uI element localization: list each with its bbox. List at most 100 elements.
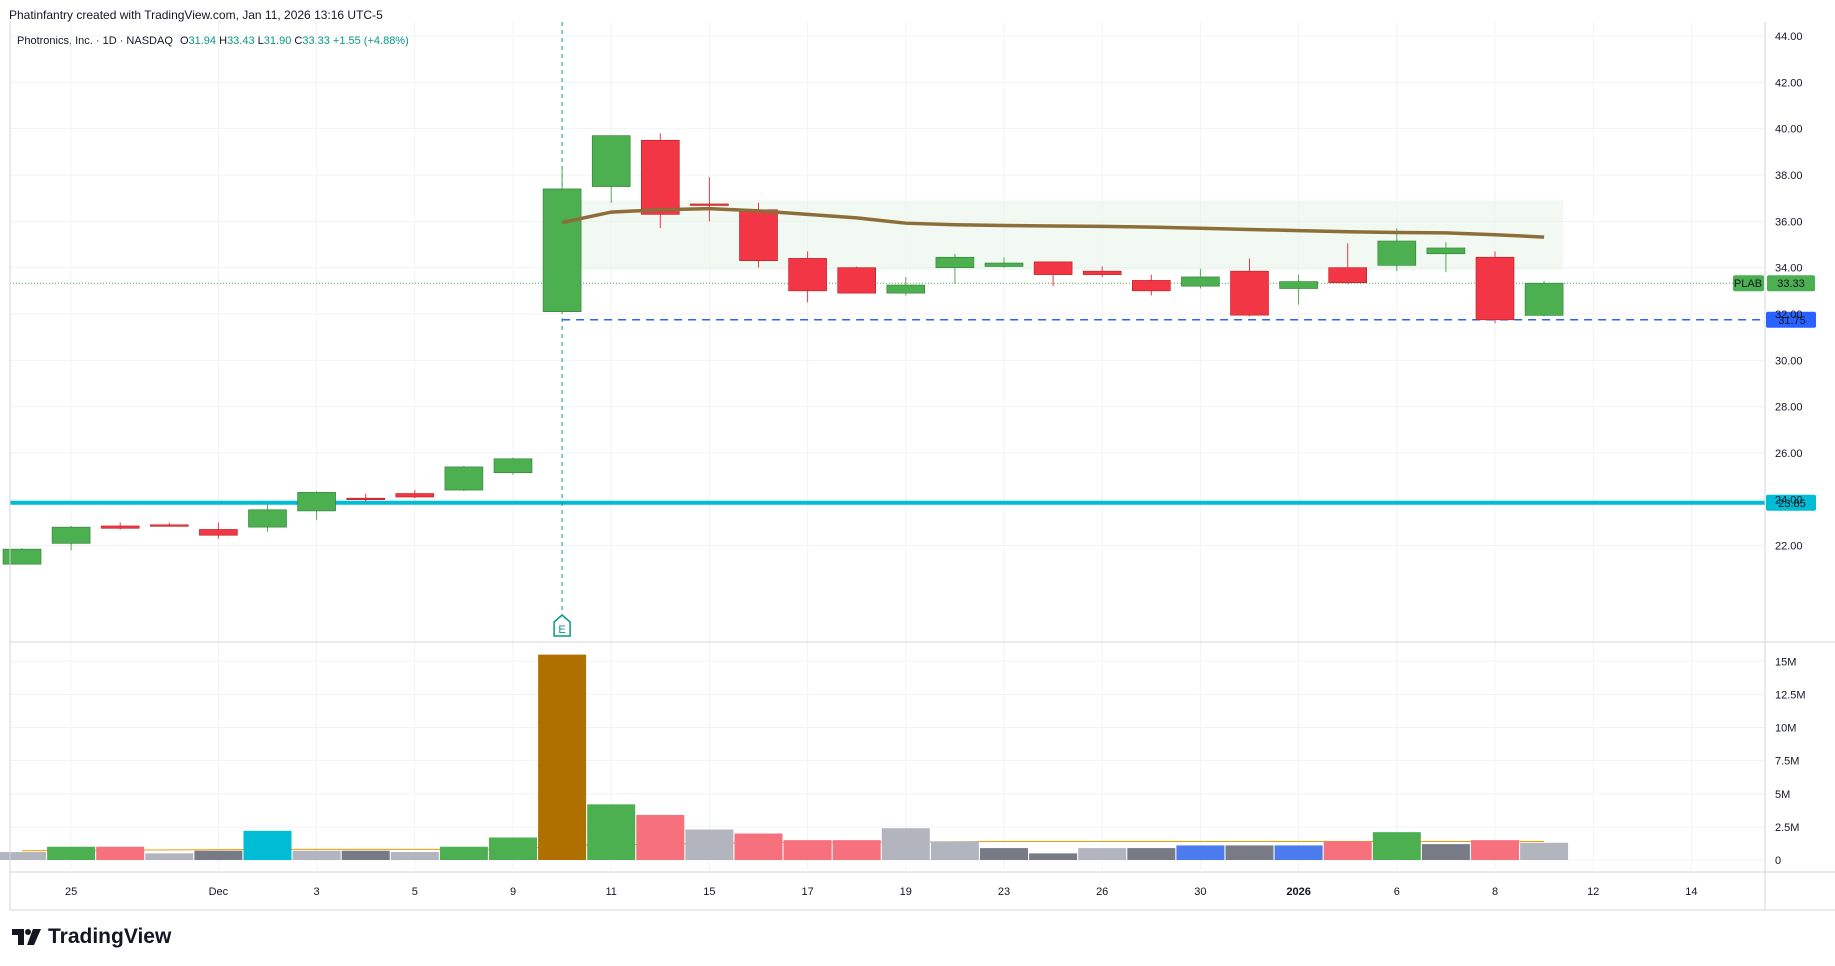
volume-bar bbox=[1029, 853, 1078, 860]
candle-body bbox=[935, 256, 975, 268]
volume-bar bbox=[439, 846, 488, 860]
volume-tick-label: 7.5M bbox=[1775, 756, 1799, 768]
time-tick-label: 11 bbox=[605, 886, 616, 898]
price-tick-label: 42.00 bbox=[1775, 77, 1803, 89]
candle-body bbox=[1279, 281, 1318, 289]
high-value: 33.43 bbox=[227, 35, 255, 47]
time-tick-label: 5 bbox=[412, 886, 418, 898]
volume-tick-label: 12.5M bbox=[1775, 689, 1806, 701]
axis-labels: 44.00 42.00 40.00 38.00 36.00 34.00 32.00 30.00… bbox=[65, 31, 1806, 898]
volume-bar bbox=[1225, 845, 1274, 860]
time-tick-label: 17 bbox=[801, 886, 813, 898]
high-label: H bbox=[219, 35, 228, 47]
candle-body bbox=[1230, 270, 1269, 316]
candle-body bbox=[739, 209, 778, 262]
time-tick-label: 15 bbox=[703, 886, 715, 898]
candle-body bbox=[542, 188, 582, 312]
volume-bar bbox=[47, 846, 96, 860]
price-tick-label: 34.00 bbox=[1775, 263, 1803, 275]
time-tick-label: 25 bbox=[65, 886, 77, 898]
candle-body bbox=[1033, 261, 1073, 275]
close-value: 33.33 bbox=[302, 35, 330, 47]
price-tick-label: 40.00 bbox=[1775, 124, 1803, 136]
volume-bar bbox=[538, 654, 587, 860]
time-tick-label: Dec bbox=[209, 886, 229, 898]
time-tick-label: 2026 bbox=[1286, 886, 1310, 898]
price-tick-label: 32.00 bbox=[1775, 309, 1803, 321]
time-tick-label: 19 bbox=[900, 886, 912, 898]
volume-bar bbox=[96, 846, 145, 860]
volume-bar bbox=[341, 850, 390, 860]
tradingview-logo-icon bbox=[12, 929, 41, 945]
candle-body bbox=[591, 135, 631, 187]
tradingview-logo[interactable]: TradingView bbox=[12, 925, 171, 949]
low-value: 31.90 bbox=[263, 35, 292, 47]
grid-lines bbox=[10, 22, 1765, 870]
axes bbox=[9, 22, 1835, 911]
volume-bar bbox=[685, 829, 734, 860]
candle-body bbox=[297, 492, 336, 512]
close-label: C bbox=[294, 35, 303, 47]
price-tick-label: 38.00 bbox=[1775, 170, 1803, 182]
candle-body bbox=[150, 524, 189, 527]
earnings-label: E bbox=[558, 624, 565, 636]
volume-bar bbox=[1176, 845, 1225, 860]
open-label: O bbox=[179, 35, 189, 47]
candle-body bbox=[1132, 280, 1171, 292]
time-tick-label: 30 bbox=[1194, 886, 1206, 898]
volume-bar bbox=[783, 840, 832, 860]
volume-bar bbox=[1520, 842, 1569, 860]
earnings-marker bbox=[553, 614, 571, 637]
volume-bar bbox=[194, 850, 243, 860]
candle-body bbox=[444, 466, 484, 491]
candle-body bbox=[690, 203, 729, 206]
volume-tick-label: 15M bbox=[1775, 656, 1796, 668]
symbol-tag bbox=[1733, 275, 1764, 292]
volume-bar bbox=[1421, 844, 1470, 860]
time-tick-label: 3 bbox=[314, 886, 320, 898]
candles bbox=[2, 133, 1564, 565]
symbol-tag-label: PLAB bbox=[1734, 278, 1762, 290]
volume-bar bbox=[587, 804, 636, 860]
volume-bar bbox=[292, 850, 341, 860]
price-tick-label: 22.00 bbox=[1775, 541, 1803, 553]
candle-body bbox=[493, 458, 533, 473]
price-tick-label: 28.00 bbox=[1775, 402, 1803, 414]
candle-body bbox=[1181, 276, 1220, 287]
time-tick-label: 8 bbox=[1492, 886, 1498, 898]
volume-bar bbox=[1323, 841, 1372, 860]
price-tick-label: 24.00 bbox=[1775, 494, 1803, 506]
symbol-legend: Photronics, Inc. · 1D · NASDAQ O31.94 H3… bbox=[17, 35, 409, 47]
candle-body bbox=[837, 267, 877, 294]
volume-bar bbox=[930, 841, 979, 860]
candle-body bbox=[984, 262, 1024, 267]
candle-body bbox=[886, 284, 926, 294]
price-tick-label: 36.00 bbox=[1775, 216, 1803, 228]
candle-body bbox=[1082, 270, 1122, 275]
brand-name: TradingView bbox=[48, 925, 172, 948]
candle-body bbox=[788, 258, 827, 292]
volume-bar bbox=[1078, 848, 1127, 860]
level-price-tag bbox=[1766, 494, 1816, 511]
low-label: L bbox=[257, 35, 264, 47]
candle-body bbox=[248, 509, 287, 528]
candle-body bbox=[51, 526, 91, 544]
volume-bar bbox=[243, 830, 292, 860]
candle-body bbox=[640, 139, 680, 215]
volume-bar bbox=[1471, 840, 1519, 860]
last-price-label: 33.33 bbox=[1777, 278, 1805, 290]
change-value: +1.55 (+4.88%) bbox=[332, 35, 409, 47]
price-tick-label: 26.00 bbox=[1775, 448, 1803, 460]
level-price-label: 23.85 bbox=[1778, 498, 1806, 510]
candle-body bbox=[346, 497, 386, 500]
volume-tick-label: 5M bbox=[1775, 789, 1790, 801]
candle-body bbox=[1426, 247, 1466, 255]
time-tick-label: 6 bbox=[1394, 886, 1400, 898]
volume-tick-label: 0 bbox=[1775, 855, 1781, 867]
candle-body bbox=[199, 529, 238, 536]
time-tick-label: 26 bbox=[1096, 886, 1108, 898]
volume-bars bbox=[0, 654, 1569, 860]
last-price-tag bbox=[1767, 275, 1815, 292]
candle-body bbox=[100, 525, 140, 529]
